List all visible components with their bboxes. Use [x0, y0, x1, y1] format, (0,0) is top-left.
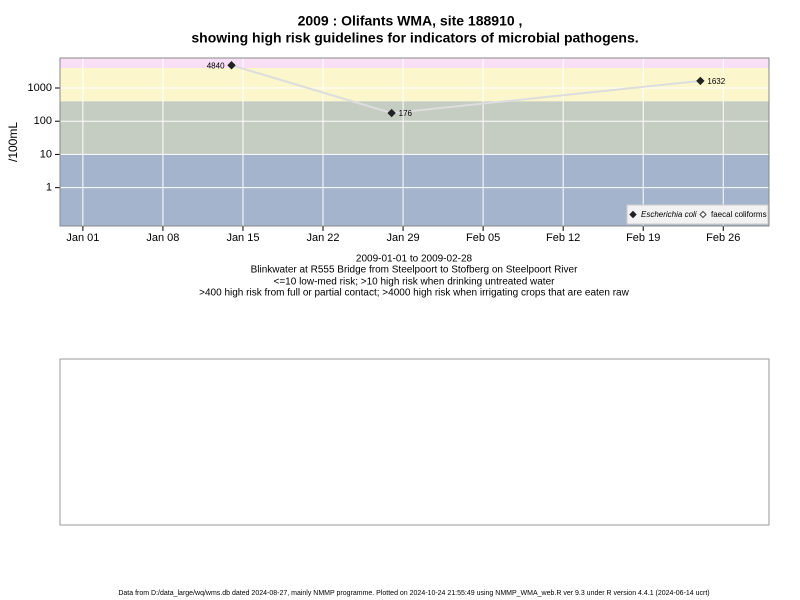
legend-marker	[699, 210, 707, 219]
y-tick-label: 10	[40, 148, 52, 160]
x-tick-label: Feb 19	[626, 232, 660, 244]
y-tick-label: 100	[34, 115, 52, 127]
plot-frame	[59, 57, 770, 227]
x-tick-label: Feb 26	[706, 232, 740, 244]
note: Blinkwater at R555 Bridge from Steelpoor…	[251, 265, 579, 276]
y-axis-label: /100mL	[6, 122, 20, 162]
x-tick-label: Feb 12	[546, 232, 580, 244]
x-tick-label: Jan 29	[387, 232, 420, 244]
empty-panel	[59, 358, 770, 526]
data-point	[696, 76, 705, 86]
risk-band	[60, 67, 769, 102]
legend-label: Escherichia coli	[641, 210, 697, 219]
legend-marker	[629, 210, 637, 219]
note: >400 high risk from full or partial cont…	[199, 288, 629, 299]
legend-label: faecal coliforms	[711, 210, 767, 219]
legend-box	[626, 204, 769, 225]
data-point	[387, 108, 396, 118]
y-tick-label: 1000	[28, 82, 52, 94]
x-tick-label: Feb 05	[466, 232, 500, 244]
chart-title: 2009 : Olifants WMA, site 188910 ,	[298, 13, 523, 29]
chart-subtitle: showing high risk guidelines for indicat…	[191, 30, 638, 46]
data-point	[227, 61, 236, 70]
x-tick-label: Jan 01	[66, 232, 99, 244]
risk-band	[60, 58, 769, 68]
note: 2009-01-01 to 2009-02-28	[356, 254, 473, 265]
x-tick-label: Jan 22	[307, 232, 340, 244]
y-tick-label: 1	[46, 182, 52, 194]
risk-band	[60, 101, 769, 155]
note: <=10 low-med risk; >10 high risk when dr…	[274, 277, 556, 288]
x-tick-label: Jan 15	[226, 232, 259, 244]
footer: Data from D:/data_large/wq/wms.db dated …	[118, 590, 709, 597]
data-label: 4840	[207, 61, 225, 70]
data-label: 176	[399, 109, 413, 118]
x-tick-label: Jan 08	[146, 232, 179, 244]
data-label: 1632	[707, 77, 725, 86]
